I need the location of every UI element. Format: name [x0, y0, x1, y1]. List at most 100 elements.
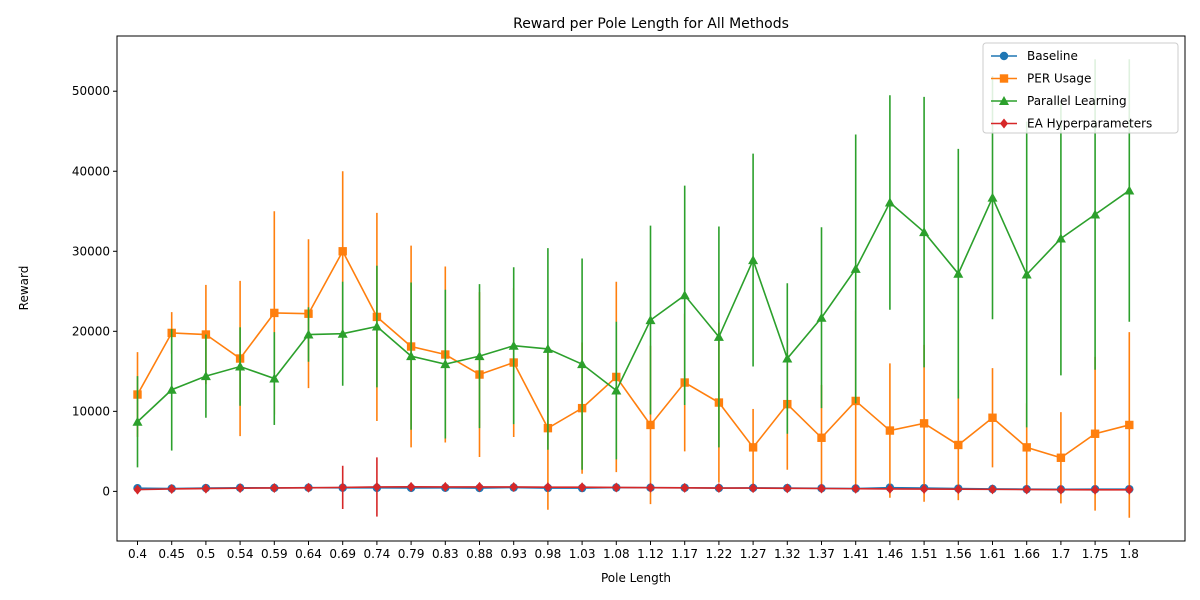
data-point [646, 482, 655, 493]
legend-marker [999, 51, 1009, 61]
x-tick-label: 1.27 [740, 547, 767, 561]
series-line [136, 249, 1130, 459]
x-tick-label: 0.69 [329, 547, 356, 561]
data-point [406, 351, 417, 361]
series-ea-hyperparameters [133, 457, 1134, 517]
x-tick-label: 1.03 [569, 547, 596, 561]
y-tick-label: 30000 [72, 244, 110, 258]
series-parallel-learning [132, 59, 1135, 470]
data-point [166, 384, 177, 394]
legend-entry: EA Hyperparameters [991, 117, 1152, 131]
y-axis: 0 10000 20000 30000 40000 50000 [72, 84, 117, 498]
data-point [954, 440, 963, 450]
legend-label: Parallel Learning [1027, 94, 1127, 108]
data-point [1090, 429, 1100, 438]
data-point [816, 312, 827, 322]
data-point [1091, 484, 1100, 495]
x-tick-label: 0.83 [432, 547, 459, 561]
data-point [885, 426, 895, 435]
data-point [1022, 443, 1031, 452]
x-tick-label: 0.88 [466, 547, 493, 561]
y-tick-label: 50000 [72, 84, 110, 98]
data-point [713, 331, 724, 341]
data-point [508, 340, 519, 350]
legend-marker [999, 96, 1009, 105]
x-tick-label: 1.37 [808, 547, 835, 561]
data-point [475, 481, 484, 492]
data-point [338, 247, 347, 256]
data-point [817, 433, 826, 442]
data-point [407, 481, 416, 492]
data-point [440, 359, 451, 369]
x-tick-label: 0.45 [158, 547, 185, 561]
data-point [1022, 484, 1031, 495]
x-tick-label: 1.46 [877, 547, 904, 561]
x-tick-label: 0.4 [128, 547, 147, 561]
data-point [611, 385, 622, 395]
x-tick-label: 0.59 [261, 547, 288, 561]
legend-entry: PER Usage [991, 72, 1091, 86]
legend-label: EA Hyperparameters [1027, 117, 1152, 131]
x-tick-label: 0.74 [364, 547, 391, 561]
data-point [679, 290, 690, 300]
data-point [919, 419, 929, 428]
data-point [1125, 420, 1134, 430]
legend-marker [1000, 118, 1008, 129]
x-tick-label: 1.56 [945, 547, 972, 561]
data-point [338, 482, 347, 493]
data-point [885, 483, 894, 494]
series-per-usage [133, 171, 1134, 518]
x-tick-label: 0.64 [295, 547, 322, 561]
data-point [988, 484, 997, 495]
x-tick-label: 1.7 [1051, 547, 1070, 561]
data-point [235, 361, 246, 371]
data-point [200, 371, 211, 381]
x-tick-label: 1.51 [911, 547, 938, 561]
x-tick-label: 1.12 [637, 547, 664, 561]
data-point [577, 359, 588, 369]
data-point [270, 308, 279, 318]
data-point [612, 482, 621, 493]
data-point [850, 263, 861, 273]
x-tick-label: 1.66 [1013, 547, 1040, 561]
data-point [680, 482, 689, 493]
data-point [543, 482, 552, 493]
data-point [1056, 484, 1065, 495]
y-tick-label: 40000 [72, 164, 110, 178]
legend-marker [999, 74, 1009, 83]
data-point [748, 443, 758, 452]
data-point [749, 483, 758, 494]
x-tick-label: 1.32 [774, 547, 801, 561]
data-point [645, 315, 656, 325]
data-point [441, 481, 450, 492]
data-point [646, 420, 655, 430]
data-point [953, 268, 964, 278]
data-point [920, 484, 929, 495]
data-point [1090, 209, 1101, 219]
data-point [236, 483, 245, 494]
y-tick-label: 10000 [72, 404, 110, 418]
data-point [132, 416, 143, 426]
chart-title: Reward per Pole Length for All Methods [513, 16, 789, 32]
data-point [1125, 484, 1134, 495]
data-point [1055, 233, 1066, 243]
data-point [748, 255, 759, 265]
data-point [783, 483, 792, 494]
x-tick-label: 1.08 [603, 547, 630, 561]
x-tick-label: 1.41 [842, 547, 869, 561]
x-tick-label: 0.5 [196, 547, 215, 561]
x-tick-label: 1.61 [979, 547, 1006, 561]
data-point [133, 484, 142, 495]
legend: Baseline PER Usage Parallel Learning EA Hyp… [982, 42, 1179, 134]
legend-box [982, 42, 1179, 134]
data-point [954, 484, 963, 495]
x-tick-label: 1.75 [1082, 547, 1109, 561]
data-point [919, 227, 930, 237]
plot-area [132, 59, 1135, 518]
data-point [988, 413, 997, 422]
x-tick-label: 1.17 [671, 547, 698, 561]
series-line [137, 486, 1130, 491]
data-point [269, 373, 280, 383]
y-axis-label: Reward [17, 266, 31, 311]
